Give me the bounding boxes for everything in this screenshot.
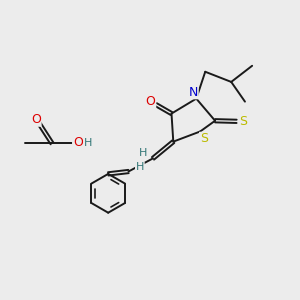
Text: O: O <box>146 95 155 108</box>
Text: S: S <box>239 115 247 128</box>
Text: O: O <box>31 113 41 126</box>
Text: H: H <box>136 162 144 172</box>
Text: H: H <box>139 148 148 158</box>
Text: N: N <box>189 85 198 99</box>
Text: H: H <box>84 138 92 148</box>
Text: S: S <box>200 133 208 146</box>
Text: O: O <box>73 136 83 149</box>
